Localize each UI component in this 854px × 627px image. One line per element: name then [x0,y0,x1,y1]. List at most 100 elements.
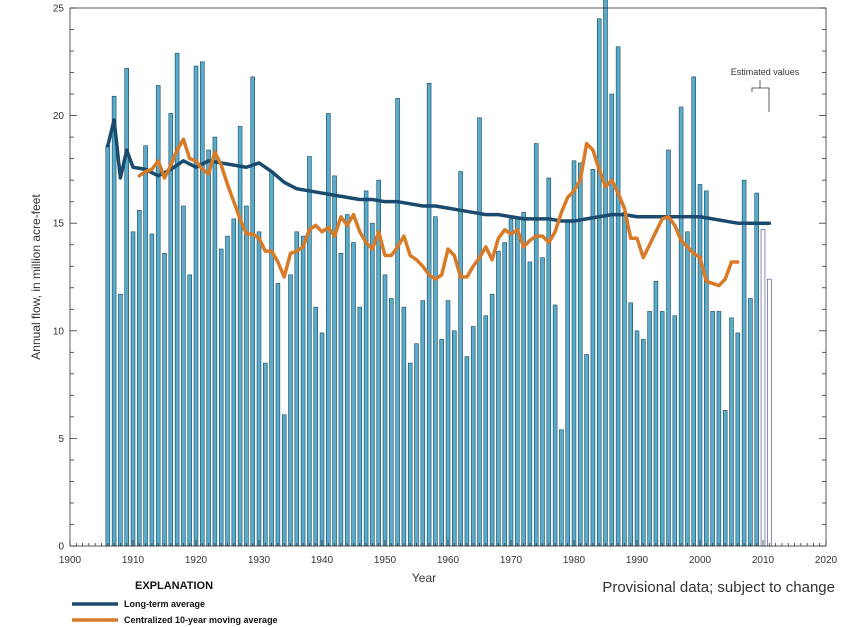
bar-1915 [162,253,167,547]
y-tick-label: 5 [58,434,64,445]
bar-1998 [685,231,690,547]
bar-1970 [508,218,514,547]
bar-1985 [603,0,608,547]
bar-1907 [111,95,117,547]
bar-1990 [634,330,640,547]
bar-1957 [426,83,432,547]
bar-1956 [420,300,426,547]
bar-1936 [294,231,300,547]
bar-2006 [735,332,741,547]
y-tick-label: 25 [53,4,65,15]
estimated-bar-2011 [767,278,772,547]
bar-1994 [659,311,665,547]
bar-1938 [307,156,312,547]
bar-2003 [716,311,722,547]
bar-1997 [678,106,684,547]
x-tick-label: 2020 [815,555,838,566]
provisional-note: Provisional data; subject to change [602,579,835,596]
bar-1961 [452,330,457,547]
bar-1909 [124,67,129,547]
y-tick-label: 0 [58,542,64,553]
bar-1922 [206,149,211,547]
bar-1999 [691,76,696,547]
bar-1979 [565,220,570,547]
x-tick-label: 1990 [626,555,649,566]
x-tick-label: 1920 [185,555,208,566]
bar-1968 [496,250,501,547]
bar-1912 [143,145,148,547]
y-axis: 0 5 10 15 20 25 [53,4,826,553]
bar-1958 [433,216,438,547]
x-axis-title: Year [412,571,436,585]
bar-1951 [389,298,394,547]
x-tick-label: 1970 [500,555,523,566]
bar-1935 [288,274,293,547]
y-tick-label: 10 [53,326,65,337]
x-tick-label: 1930 [248,555,271,566]
bar-2007 [741,179,747,547]
bar-1952 [395,98,400,547]
legend-label-long-term-average: Long-term average [124,599,205,609]
bar-1953 [401,306,407,547]
bar-1972 [521,212,526,547]
bar-1995 [666,149,671,547]
estimated-bar-2010 [760,229,766,547]
bar-2008 [748,298,753,547]
bar-1910 [130,231,136,547]
bar-1923 [212,136,218,547]
bar-1976 [546,177,552,547]
y-tick-label: 15 [53,219,65,230]
bar-1914 [155,85,161,547]
bar-1937 [300,235,306,547]
bar-1988 [622,212,627,547]
legend: EXPLANATION Long-term average Centralize… [72,580,278,625]
x-tick-label: 1980 [563,555,586,566]
x-tick-label: 2010 [752,555,775,566]
bar-1919 [187,274,192,547]
bar-1971 [515,216,520,547]
bar-1982 [584,354,589,547]
bar-1967 [489,293,495,547]
bar-1977 [552,304,558,547]
bar-1924 [218,248,224,547]
estimated-values-callout: Estimated values [731,67,800,112]
bar-1934 [281,414,287,547]
bar-1969 [502,242,507,547]
bar-1916 [168,113,174,547]
bars-layer [105,0,772,547]
bar-1950 [382,274,388,547]
bar-1917 [174,52,180,547]
bar-1992 [647,311,652,547]
bar-2009 [754,192,759,547]
lines-layer [106,118,772,288]
y-axis-title: Annual flow, in million acre-feet [29,194,43,360]
x-tick-label: 1960 [437,555,460,566]
bar-1926 [231,218,237,547]
bar-1928 [244,205,249,547]
x-tick-label: 1950 [374,555,397,566]
bar-1978 [559,429,564,547]
bar-1959 [439,339,444,547]
legend-label-moving-average: Centralized 10-year moving average [124,615,278,625]
bar-1933 [275,283,281,547]
bar-1946 [357,306,363,547]
bar-1962 [458,171,463,547]
bar-1908 [118,293,123,547]
bar-1906 [105,145,111,547]
x-axis: 1900 1910 1920 1930 1940 1950 1960 1970 1980 1990… [59,540,838,566]
bar-1983 [590,169,596,547]
bar-2005 [729,317,734,547]
bar-1943 [338,253,344,547]
x-tick-label: 2000 [689,555,712,566]
bar-1993 [653,280,659,547]
bar-1940 [319,332,325,547]
bar-1954 [407,362,413,547]
estimated-values-label: Estimated values [731,67,800,77]
bar-1984 [596,18,602,547]
bar-1960 [445,300,451,547]
bar-1987 [615,46,621,547]
bar-2000 [697,184,703,547]
bar-1996 [672,315,678,547]
bar-1927 [237,126,243,547]
bar-1955 [414,343,419,547]
